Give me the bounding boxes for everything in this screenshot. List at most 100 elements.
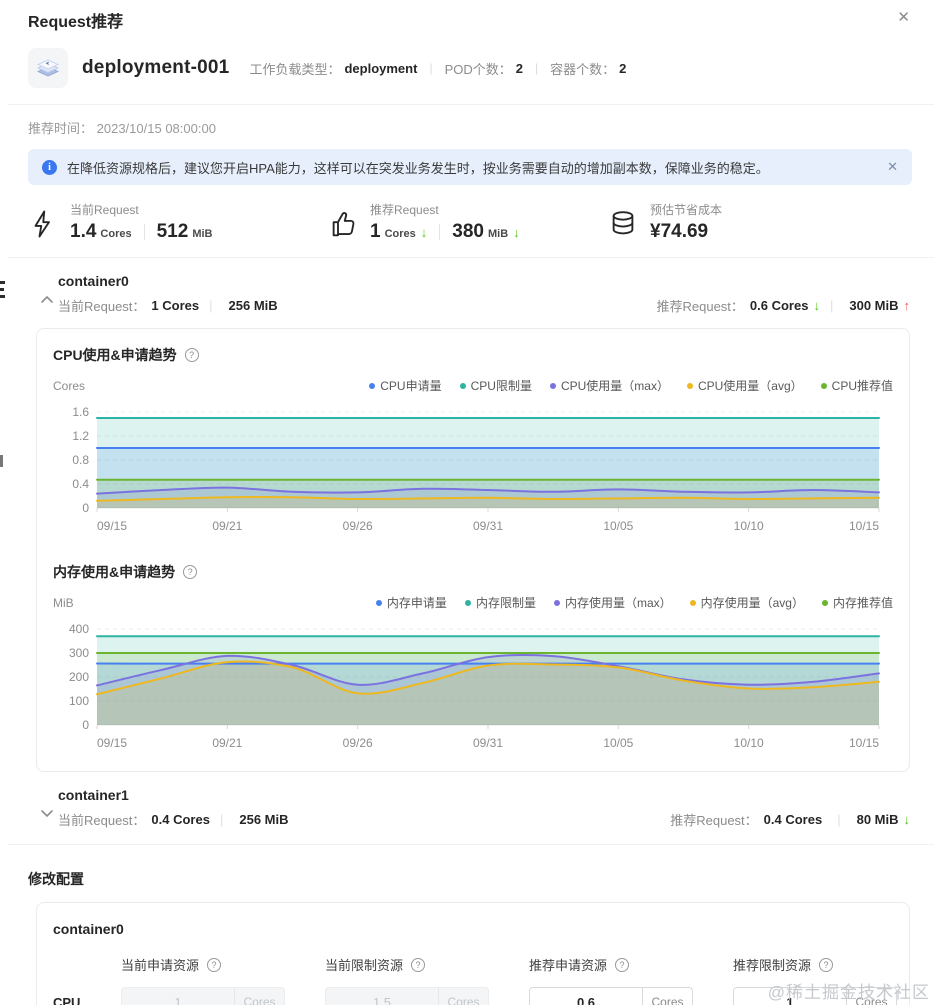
hpa-info-banner: i 在降低资源规格后，建议您开启HPA能力，这样可以在突发业务发生时，按业务需要… xyxy=(28,149,912,185)
recommend-time-value: 2023/10/15 08:00:00 xyxy=(96,121,216,136)
modal: Request推荐 ✕ deployment-001 工作负载类型： deploy… xyxy=(8,0,934,1005)
legend-label: 内存推荐值 xyxy=(832,596,893,610)
recommend-time-label: 推荐时间： xyxy=(28,121,94,136)
legend-dot-icon xyxy=(549,382,556,389)
svg-text:10/05: 10/05 xyxy=(603,736,633,750)
svg-text:09/15: 09/15 xyxy=(97,519,127,533)
background-page-fragment xyxy=(0,455,3,467)
workload-name: deployment-001 xyxy=(82,57,230,78)
legend-item[interactable]: 内存限制量 xyxy=(464,594,536,611)
column-header-current-limit: 当前限制资源? xyxy=(325,955,523,974)
stat-label: 当前Request xyxy=(70,203,139,217)
recommended-mem-value: 380 xyxy=(452,221,484,242)
legend-label: 内存使用量（max） xyxy=(564,596,672,610)
info-icon: i xyxy=(42,159,57,175)
column-header-current-request: 当前申请资源? xyxy=(121,955,319,974)
recommend-cpu: 0.6 Cores xyxy=(749,298,809,313)
divider xyxy=(8,104,934,105)
modal-title: Request推荐 xyxy=(28,14,124,31)
recommend-request-label: 推荐Request： xyxy=(656,299,744,314)
container-name: container1 xyxy=(58,787,129,803)
svg-text:0: 0 xyxy=(82,501,89,515)
chevron-up-icon[interactable] xyxy=(40,294,54,304)
legend-dot-icon xyxy=(464,599,471,606)
recommended-cpu-value: 1 xyxy=(370,221,381,242)
svg-text:09/26: 09/26 xyxy=(343,519,373,533)
value-separator: | xyxy=(829,298,834,313)
legend-item[interactable]: CPU申请量 xyxy=(369,377,442,394)
legend-item[interactable]: CPU推荐值 xyxy=(820,377,893,394)
legend-item[interactable]: 内存申请量 xyxy=(375,594,447,611)
background-page-fragment xyxy=(0,281,5,284)
svg-text:10/05: 10/05 xyxy=(603,519,633,533)
legend-item[interactable]: CPU限制量 xyxy=(459,377,532,394)
memory-trend-chart: 0 100 200 300 400 09/15 09/21 09/26 09/31 10/05 10… xyxy=(69,622,880,750)
help-icon[interactable]: ? xyxy=(819,957,834,972)
thumbs-up-icon xyxy=(332,212,355,237)
divider xyxy=(8,257,934,258)
legend-label: 内存申请量 xyxy=(386,596,447,610)
svg-text:09/15: 09/15 xyxy=(97,736,127,750)
container-count-value: 2 xyxy=(619,60,627,76)
recommended-cpu-unit: Cores xyxy=(384,228,416,240)
legend-item[interactable]: CPU使用量（avg） xyxy=(686,377,803,394)
value-separator: | xyxy=(219,812,224,827)
current-cpu: 1 Cores xyxy=(151,298,200,313)
svg-text:09/21: 09/21 xyxy=(212,736,242,750)
modal-header: Request推荐 ✕ xyxy=(28,0,912,32)
recommend-mem: 80 MiB xyxy=(856,812,899,827)
svg-text:09/31: 09/31 xyxy=(473,519,503,533)
legend-label: 内存限制量 xyxy=(475,596,536,610)
legend-item[interactable]: 内存使用量（max） xyxy=(553,594,672,611)
deployment-icon xyxy=(28,48,68,88)
config-table: 当前申请资源? 当前限制资源? 推荐申请资源? 推荐限制资源? CPU 1 Cor… xyxy=(53,955,897,1005)
pod-count-value: 2 xyxy=(515,60,523,76)
svg-text:400: 400 xyxy=(69,622,89,636)
value-separator: | xyxy=(837,812,841,827)
container-count-label: 容器个数： xyxy=(550,61,616,77)
help-icon[interactable]: ? xyxy=(615,957,630,972)
current-cpu: 0.4 Cores xyxy=(151,812,210,827)
config-container-name: container0 xyxy=(53,921,124,937)
cpu-recommend-limit-input[interactable]: 1 Cores xyxy=(733,987,897,1005)
legend-label: CPU申请量 xyxy=(380,379,442,393)
summary-stats: 当前Request 1.4 Cores 512 MiB 推荐Request 1 xyxy=(28,201,912,243)
help-icon[interactable]: ? xyxy=(183,565,198,579)
stat-label: 预估节省成本 xyxy=(650,203,723,217)
background-page-fragment xyxy=(0,288,4,291)
legend-dot-icon xyxy=(369,382,376,389)
svg-text:0.4: 0.4 xyxy=(72,477,89,491)
svg-text:10/15: 10/15 xyxy=(849,736,879,750)
cpu-chart-legend: CPU申请量 CPU限制量 CPU使用量（max） CPU使用量（avg） CPU推荐值 xyxy=(351,377,893,394)
legend-item[interactable]: 内存使用量（avg） xyxy=(689,594,804,611)
memory-axis-unit: MiB xyxy=(53,595,74,610)
legend-dot-icon xyxy=(553,599,560,606)
cpu-recommend-request-input[interactable]: 0.6 Cores xyxy=(529,987,693,1005)
legend-item[interactable]: CPU使用量（max） xyxy=(549,377,669,394)
container-recommend-request: 推荐Request： 0.6 Cores ↓ | 300 MiB ↑ xyxy=(657,296,911,315)
workload-meta: 工作负载类型： deployment | POD个数： 2 | 容器个数： 2 xyxy=(249,59,626,78)
memory-chart-title: 内存使用&申请趋势 xyxy=(53,564,176,580)
container-name: container0 xyxy=(58,273,129,289)
help-icon[interactable]: ? xyxy=(411,957,426,972)
chevron-down-icon[interactable] xyxy=(40,808,54,818)
close-icon[interactable]: ✕ xyxy=(897,9,910,26)
workload-header: deployment-001 工作负载类型： deployment | POD个数… xyxy=(28,48,912,88)
svg-text:09/21: 09/21 xyxy=(212,519,242,533)
current-cpu-unit: Cores xyxy=(100,228,132,240)
current-mem-value: 512 xyxy=(156,221,189,242)
legend-dot-icon xyxy=(821,599,828,606)
help-icon[interactable]: ? xyxy=(207,957,222,972)
help-icon[interactable]: ? xyxy=(184,348,199,362)
legend-label: CPU使用量（avg） xyxy=(697,379,803,393)
current-cpu-value: 1.4 xyxy=(70,221,97,242)
container1-header[interactable]: container1 当前Request： 0.4 Cores | 256 Mi… xyxy=(28,772,912,842)
svg-text:0.8: 0.8 xyxy=(72,453,89,467)
svg-text:100: 100 xyxy=(69,694,89,708)
banner-close-icon[interactable]: ✕ xyxy=(887,159,898,174)
divider xyxy=(8,844,934,845)
legend-item[interactable]: 内存推荐值 xyxy=(821,594,893,611)
container0-header[interactable]: container0 当前Request： 1 Cores | 256 MiB … xyxy=(28,258,912,328)
background-page-fragment xyxy=(0,295,5,298)
legend-label: CPU推荐值 xyxy=(831,379,893,393)
